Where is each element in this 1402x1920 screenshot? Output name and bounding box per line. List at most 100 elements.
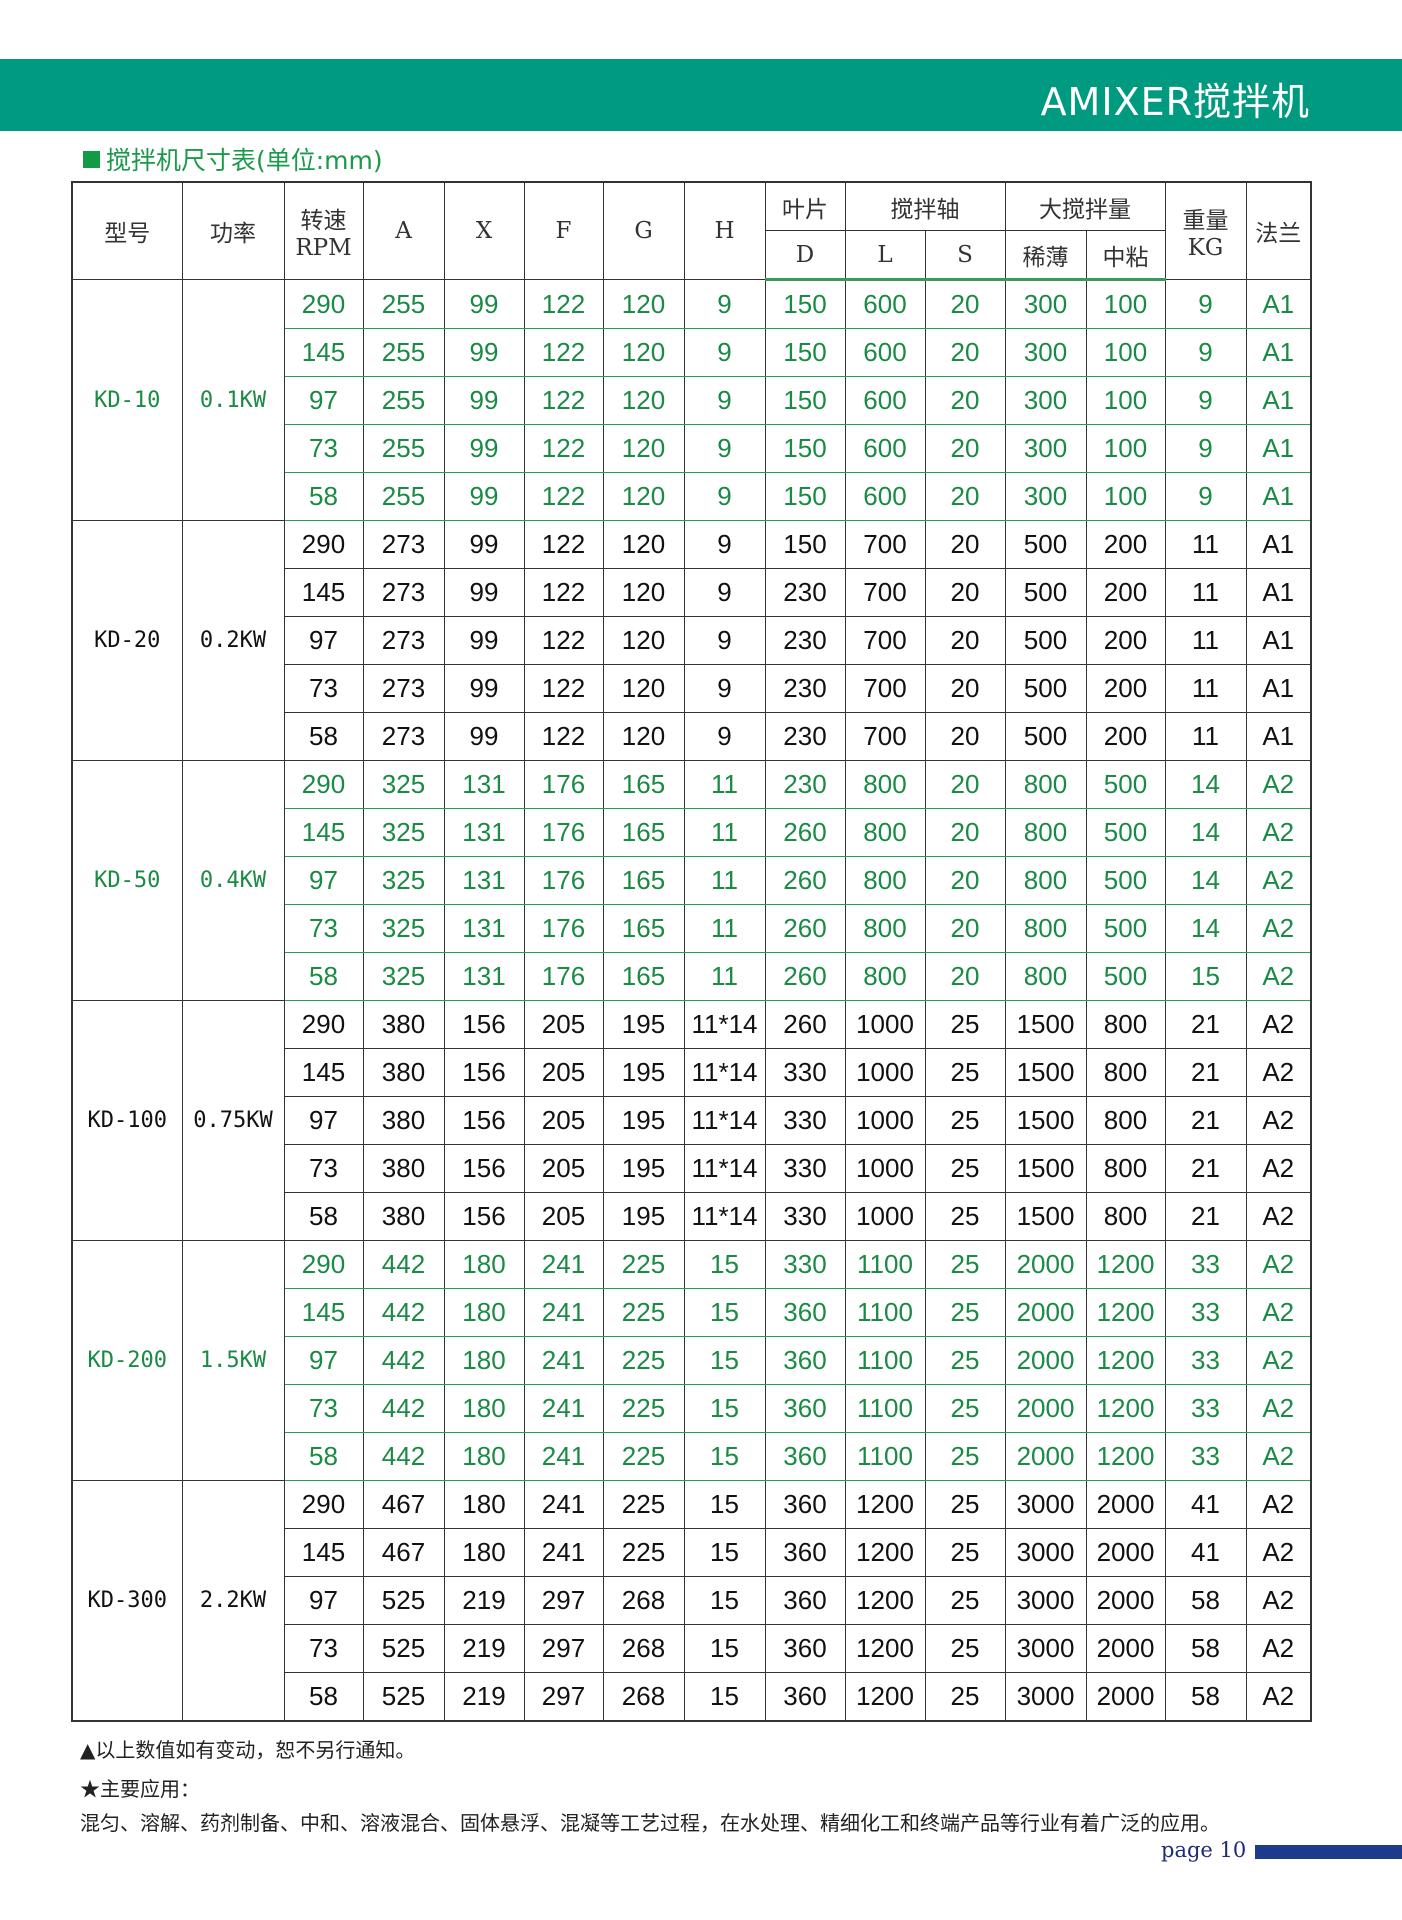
f-cell: 205 (523, 1048, 604, 1097)
header-speed-unit: RPM (295, 235, 352, 261)
medium-cell: 200 (1085, 712, 1166, 761)
s-cell: 25 (924, 1528, 1006, 1577)
weight-cell: 33 (1164, 1240, 1247, 1289)
thin-cell: 1500 (1004, 1192, 1087, 1241)
medium-cell: 100 (1085, 328, 1166, 377)
f-cell: 176 (523, 808, 604, 857)
l-cell: 1000 (844, 1000, 926, 1049)
f-cell: 176 (523, 856, 604, 905)
d-cell: 360 (764, 1576, 846, 1625)
s-cell: 25 (924, 1000, 1006, 1049)
flange-cell: A1 (1245, 472, 1312, 521)
g-cell: 120 (602, 279, 685, 329)
d-cell: 330 (764, 1240, 846, 1289)
g-cell: 120 (602, 616, 685, 665)
s-cell: 25 (924, 1672, 1006, 1722)
x-cell: 99 (443, 568, 525, 617)
header-f: F (523, 181, 604, 280)
x-cell: 99 (443, 712, 525, 761)
h-cell: 11 (683, 904, 766, 953)
h-cell: 9 (683, 472, 766, 521)
g-cell: 120 (602, 424, 685, 473)
flange-cell: A1 (1245, 424, 1312, 473)
f-cell: 297 (523, 1672, 604, 1722)
a-cell: 255 (362, 279, 445, 329)
h-cell: 11*14 (683, 1096, 766, 1145)
speed-cell: 290 (283, 1240, 364, 1289)
s-cell: 20 (924, 279, 1006, 329)
thin-cell: 300 (1004, 328, 1087, 377)
l-cell: 1200 (844, 1672, 926, 1722)
header-speed: 转速 RPM (283, 181, 364, 280)
g-cell: 120 (602, 328, 685, 377)
speed-cell: 58 (283, 1432, 364, 1481)
medium-cell: 500 (1085, 856, 1166, 905)
thin-cell: 2000 (1004, 1336, 1087, 1385)
medium-cell: 800 (1085, 1048, 1166, 1097)
l-cell: 800 (844, 904, 926, 953)
weight-cell: 58 (1164, 1624, 1247, 1673)
x-cell: 131 (443, 856, 525, 905)
a-cell: 273 (362, 616, 445, 665)
thin-cell: 2000 (1004, 1384, 1087, 1433)
medium-cell: 2000 (1085, 1480, 1166, 1529)
header-banner: AMIXER搅拌机 (0, 59, 1402, 131)
table-row: KD-20 0.2KW 290 273 99 122 120 9 150 700 20 500 200 1… (71, 520, 1312, 761)
table-body: KD-10 0.1KW 290 255 99 122 120 9 150 600 20 300 100 9… (71, 279, 1312, 1722)
table-row: 58 255 99 122 120 9 150 600 20 300 100 9 A1 (72, 472, 1312, 521)
flange-cell: A2 (1245, 1000, 1312, 1049)
medium-cell: 2000 (1085, 1528, 1166, 1577)
h-cell: 11*14 (683, 1000, 766, 1049)
f-cell: 176 (523, 760, 604, 809)
l-cell: 600 (844, 472, 926, 521)
weight-cell: 33 (1164, 1336, 1247, 1385)
x-cell: 219 (443, 1576, 525, 1625)
speed-cell: 58 (283, 472, 364, 521)
x-cell: 131 (443, 904, 525, 953)
weight-cell: 11 (1164, 616, 1247, 665)
a-cell: 525 (362, 1576, 445, 1625)
flange-cell: A2 (1245, 1048, 1312, 1097)
g-cell: 268 (602, 1576, 685, 1625)
a-cell: 467 (362, 1480, 445, 1529)
table-row: 73 525 219 297 268 15 360 1200 25 3000 2000 58 A2 (72, 1624, 1312, 1673)
h-cell: 9 (683, 424, 766, 473)
medium-cell: 200 (1085, 616, 1166, 665)
speed-cell: 290 (283, 279, 364, 329)
d-cell: 150 (764, 376, 846, 425)
a-cell: 255 (362, 376, 445, 425)
l-cell: 600 (844, 376, 926, 425)
l-cell: 1000 (844, 1048, 926, 1097)
thin-cell: 500 (1004, 664, 1087, 713)
table-row: 73 380 156 205 195 11*14 330 1000 25 1500 800 21 A2 (72, 1144, 1312, 1193)
s-cell: 20 (924, 472, 1006, 521)
flange-cell: A2 (1245, 1384, 1312, 1433)
weight-cell: 21 (1164, 1144, 1247, 1193)
a-cell: 442 (362, 1336, 445, 1385)
model-cell: KD-20 (71, 520, 183, 761)
flange-cell: A1 (1245, 376, 1312, 425)
weight-cell: 41 (1164, 1528, 1247, 1577)
flange-cell: A2 (1245, 1672, 1312, 1722)
flange-cell: A1 (1245, 568, 1312, 617)
s-cell: 25 (924, 1288, 1006, 1337)
table-row: 97 255 99 122 120 9 150 600 20 300 100 9 A1 (72, 376, 1312, 425)
speed-cell: 58 (283, 712, 364, 761)
a-cell: 380 (362, 1144, 445, 1193)
s-cell: 20 (924, 808, 1006, 857)
g-cell: 165 (602, 952, 685, 1001)
d-cell: 230 (764, 712, 846, 761)
l-cell: 1000 (844, 1192, 926, 1241)
thin-cell: 300 (1004, 472, 1087, 521)
h-cell: 9 (683, 279, 766, 329)
table-row: KD-100 0.75KW 290 380 156 205 195 11*14 260 1000 2… (71, 1000, 1312, 1241)
speed-cell: 73 (283, 904, 364, 953)
brand-title: AMIXER搅拌机 (1040, 80, 1310, 124)
x-cell: 156 (443, 1000, 525, 1049)
x-cell: 156 (443, 1144, 525, 1193)
d-cell: 330 (764, 1096, 846, 1145)
header-weight-unit: KG (1187, 235, 1224, 261)
l-cell: 1000 (844, 1144, 926, 1193)
d-cell: 360 (764, 1528, 846, 1577)
a-cell: 442 (362, 1288, 445, 1337)
